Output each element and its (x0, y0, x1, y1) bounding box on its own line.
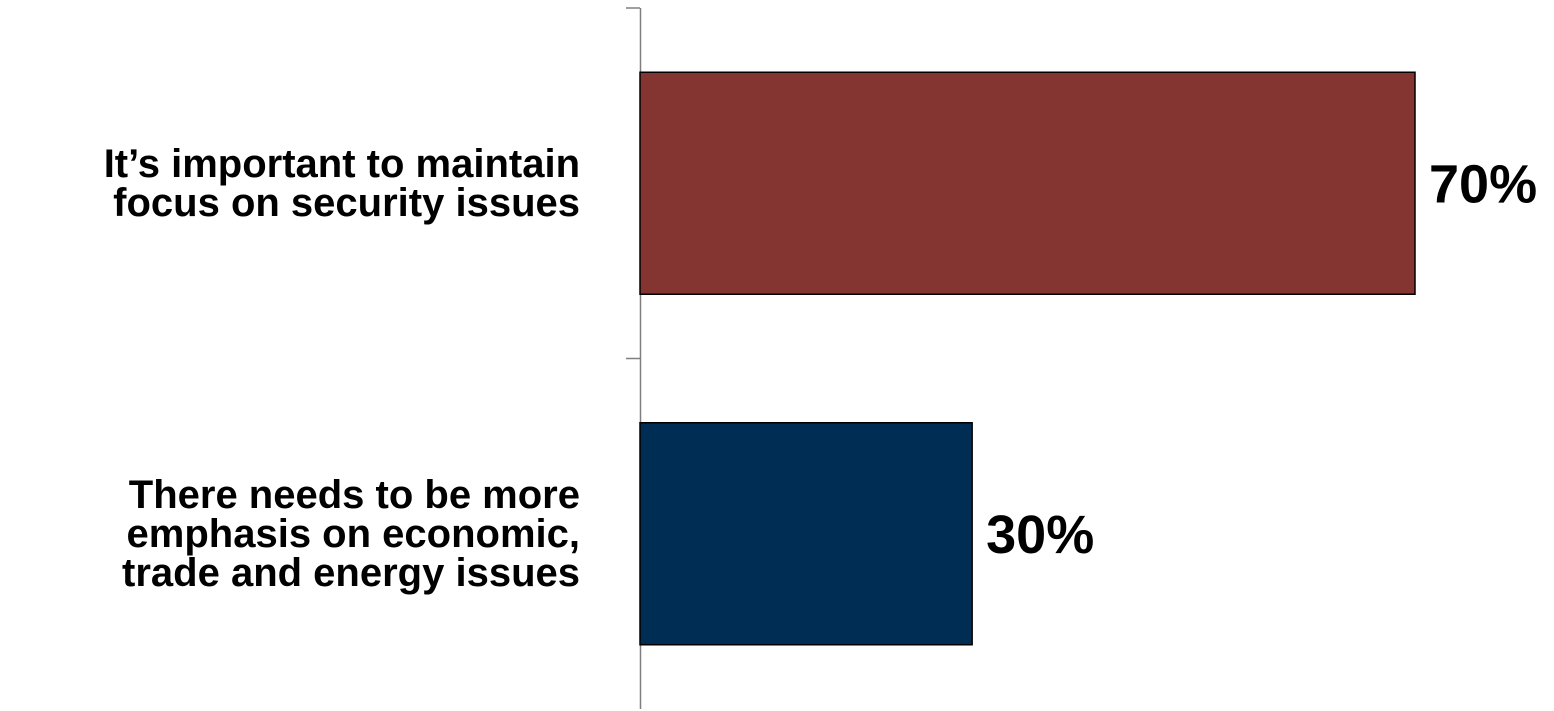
category-label-line: There needs to be more (129, 473, 580, 517)
category-label-2: There needs to be more emphasis on econom… (122, 473, 580, 595)
bars (639, 71, 1416, 646)
category-label-1: It’s important to maintain focus on secur… (104, 142, 580, 225)
category-label-line: It’s important to maintain (104, 142, 580, 186)
data-label-1: 70% (1429, 154, 1537, 214)
bar-2 (639, 422, 973, 646)
data-label-2: 30% (986, 505, 1094, 565)
category-label-line: trade and energy issues (122, 551, 580, 595)
bar-1 (639, 71, 1416, 295)
category-axis (626, 7, 642, 709)
category-label-line: focus on security issues (113, 181, 580, 225)
category-label-line: emphasis on economic, (127, 512, 580, 556)
labels: 70% It’s important to maintain focus on se… (104, 142, 1537, 595)
